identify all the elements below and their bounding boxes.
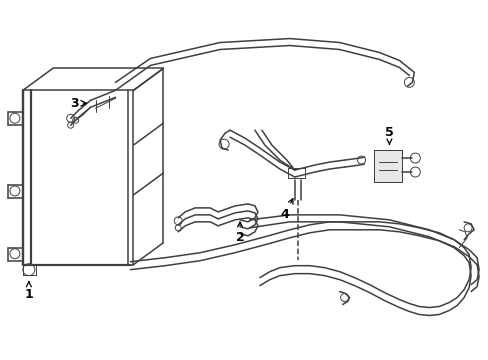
Text: 4: 4 xyxy=(280,199,292,221)
Bar xyxy=(374,150,402,182)
Text: 5: 5 xyxy=(384,126,393,144)
Text: 3: 3 xyxy=(70,97,79,110)
Text: 1: 1 xyxy=(24,282,33,301)
Bar xyxy=(374,150,402,182)
Text: 2: 2 xyxy=(235,222,244,244)
